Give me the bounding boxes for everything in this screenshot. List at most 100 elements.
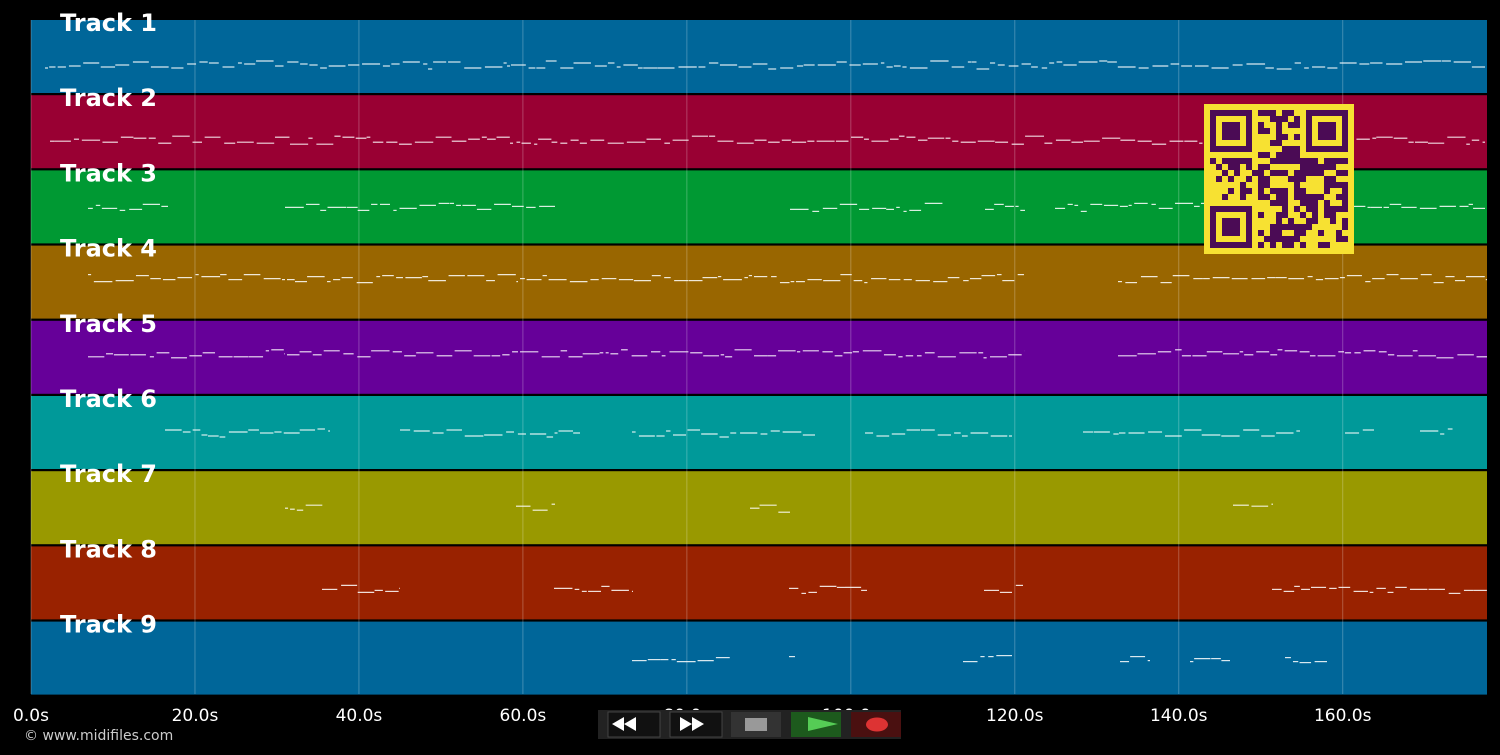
- qr-module: [1294, 134, 1300, 140]
- track-name: Track 3: [60, 159, 157, 187]
- qr-module: [1330, 182, 1336, 188]
- qr-module: [1264, 236, 1270, 242]
- track-name: Track 7: [60, 460, 157, 488]
- qr-module: [1234, 170, 1240, 176]
- qr-module: [1342, 170, 1348, 176]
- qr-module: [1318, 230, 1324, 236]
- qr-module: [1342, 218, 1348, 224]
- qr-module: [1288, 218, 1294, 224]
- qr-module: [1282, 146, 1288, 152]
- qr-module: [1210, 158, 1216, 164]
- qr-module: [1330, 218, 1336, 224]
- qr-module: [1264, 128, 1270, 134]
- qr-module: [1264, 194, 1270, 200]
- qr-module: [1258, 176, 1264, 182]
- qr-module: [1294, 158, 1300, 164]
- qr-module: [1282, 194, 1288, 200]
- track-name: Track 4: [60, 235, 157, 263]
- qr-module: [1288, 242, 1294, 248]
- qr-module: [1324, 206, 1330, 212]
- qr-module: [1336, 236, 1342, 242]
- qr-module: [1276, 134, 1282, 140]
- qr-module: [1276, 212, 1282, 218]
- qr-module: [1264, 152, 1270, 158]
- qr-module: [1306, 170, 1312, 176]
- rewind-button[interactable]: [607, 711, 661, 738]
- stop-button[interactable]: [731, 712, 781, 737]
- qr-module: [1294, 230, 1300, 236]
- qr-module: [1246, 164, 1252, 170]
- qr-module: [1294, 116, 1300, 122]
- qr-module: [1294, 188, 1300, 194]
- qr-module: [1342, 224, 1348, 230]
- qr-module: [1294, 152, 1300, 158]
- qr-module: [1276, 158, 1282, 164]
- track-name: Track 2: [60, 84, 157, 112]
- qr-module: [1318, 242, 1324, 248]
- tick-label: 20.0s: [172, 706, 219, 726]
- qr-module: [1264, 182, 1270, 188]
- qr-module: [1282, 116, 1288, 122]
- qr-module: [1330, 176, 1336, 182]
- track-band: [31, 396, 1487, 469]
- qr-module: [1336, 158, 1342, 164]
- qr-module: [1312, 164, 1318, 170]
- qr-module: [1300, 188, 1306, 194]
- qr-module: [1312, 170, 1318, 176]
- notes: [45, 60, 1487, 664]
- qr-module: [1282, 152, 1288, 158]
- qr-module: [1258, 194, 1264, 200]
- qr-module: [1342, 158, 1348, 164]
- qr-module: [1240, 194, 1246, 200]
- qr-module: [1306, 158, 1312, 164]
- qr-module: [1324, 212, 1330, 218]
- qr-module: [1312, 206, 1318, 212]
- qr-module: [1276, 122, 1282, 128]
- qr-module: [1270, 224, 1276, 230]
- qr-module: [1306, 164, 1312, 170]
- qr-module: [1294, 176, 1300, 182]
- qr-module: [1276, 140, 1282, 146]
- qr-finder: [1318, 122, 1336, 140]
- qr-module: [1300, 176, 1306, 182]
- qr-module: [1276, 128, 1282, 134]
- qr-module: [1258, 128, 1264, 134]
- track-name: Track 5: [60, 310, 157, 338]
- record-button[interactable]: [851, 712, 901, 737]
- qr-module: [1330, 212, 1336, 218]
- track-band: [31, 245, 1487, 319]
- qr-module: [1282, 212, 1288, 218]
- qr-module: [1300, 224, 1306, 230]
- qr-module: [1234, 158, 1240, 164]
- qr-module: [1342, 194, 1348, 200]
- qr-module: [1336, 170, 1342, 176]
- qr-module: [1240, 158, 1246, 164]
- track-band: [31, 20, 1487, 93]
- qr-module: [1252, 170, 1258, 176]
- qr-module: [1294, 182, 1300, 188]
- track-name: Track 9: [60, 611, 157, 639]
- tick-label: 140.0s: [1150, 706, 1208, 726]
- qr-module: [1228, 176, 1234, 182]
- qr-module: [1276, 200, 1282, 206]
- qr-module: [1294, 122, 1300, 128]
- qr-module: [1342, 206, 1348, 212]
- qr-module: [1258, 122, 1264, 128]
- qr-module: [1288, 158, 1294, 164]
- qr-module: [1288, 236, 1294, 242]
- play-button[interactable]: [791, 712, 841, 737]
- track-band: [31, 621, 1487, 695]
- forward-button[interactable]: [669, 711, 723, 738]
- qr-module: [1306, 224, 1312, 230]
- track-labels: Track 1 Track 2 Track 3 Track 4 Track 5 Track…: [60, 9, 157, 639]
- qr-module: [1240, 188, 1246, 194]
- qr-module: [1258, 230, 1264, 236]
- qr-module: [1270, 116, 1276, 122]
- qr-module: [1336, 206, 1342, 212]
- qr-module: [1282, 110, 1288, 116]
- qr-module: [1276, 218, 1282, 224]
- qr-module: [1282, 236, 1288, 242]
- qr-module: [1324, 158, 1330, 164]
- qr-module: [1288, 146, 1294, 152]
